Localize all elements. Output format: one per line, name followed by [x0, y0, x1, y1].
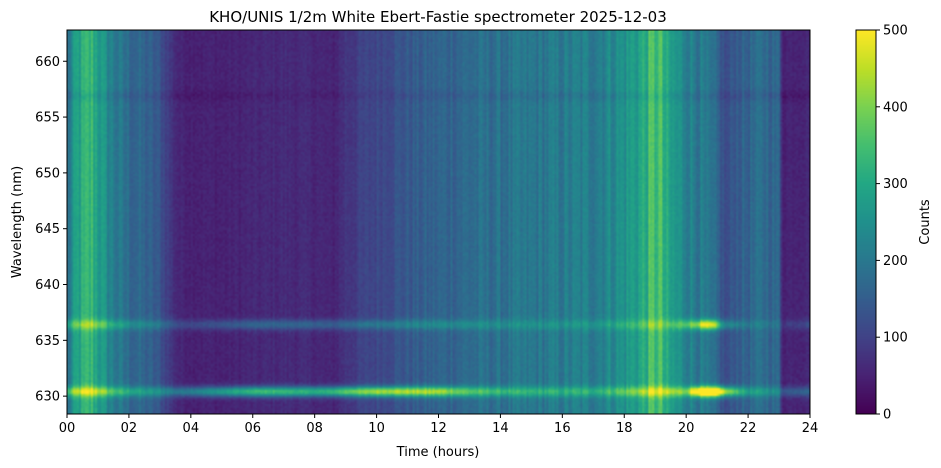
colorbar-tick-label: 500: [883, 24, 908, 39]
x-tick-label: 04: [183, 421, 200, 436]
x-axis-label: Time (hours): [396, 445, 480, 460]
y-axis-label: Wavelength (nm): [10, 166, 25, 278]
chart-title: KHO/UNIS 1/2m White Ebert-Fastie spectro…: [209, 8, 667, 26]
heatmap-image: [67, 30, 810, 414]
y-tick-label: 630: [35, 390, 60, 405]
x-tick-label: 20: [678, 421, 695, 436]
colorbar-tick-label: 0: [883, 408, 891, 423]
y-axis: 630 635 640 645 650 655 660: [35, 55, 67, 405]
x-tick-label: 14: [492, 421, 509, 436]
x-tick-label: 08: [306, 421, 323, 436]
x-tick-label: 02: [121, 421, 138, 436]
x-tick-label: 00: [59, 421, 76, 436]
y-tick-label: 660: [35, 55, 60, 70]
x-tick-label: 16: [554, 421, 571, 436]
y-tick-label: 650: [35, 166, 60, 181]
colorbar-tick-label: 100: [883, 331, 908, 346]
y-tick-label: 655: [35, 111, 60, 126]
heatmap-area: [67, 30, 810, 414]
y-tick-label: 635: [35, 334, 60, 349]
x-tick-label: 22: [740, 421, 757, 436]
colorbar-tick-label: 300: [883, 177, 908, 192]
colorbar-gradient: [856, 30, 876, 414]
x-tick-label: 24: [802, 421, 819, 436]
x-tick-label: 06: [244, 421, 261, 436]
colorbar-frame: [855, 29, 877, 415]
colorbar-tick-label: 400: [883, 100, 908, 115]
y-tick-label: 645: [35, 222, 60, 237]
x-tick-label: 10: [368, 421, 385, 436]
x-axis: 00 02 04 06 08 10 12 14 16 18 20 22 24: [59, 414, 819, 436]
colorbar-label: Counts: [918, 199, 933, 245]
colorbar-tick-label: 200: [883, 254, 908, 269]
x-tick-label: 12: [430, 421, 447, 436]
x-tick-label: 18: [616, 421, 633, 436]
y-tick-label: 640: [35, 278, 60, 293]
colorbar: 0 100 200 300 400 500 Counts: [855, 24, 933, 423]
colorbar-axis: 0 100 200 300 400 500: [876, 24, 908, 423]
